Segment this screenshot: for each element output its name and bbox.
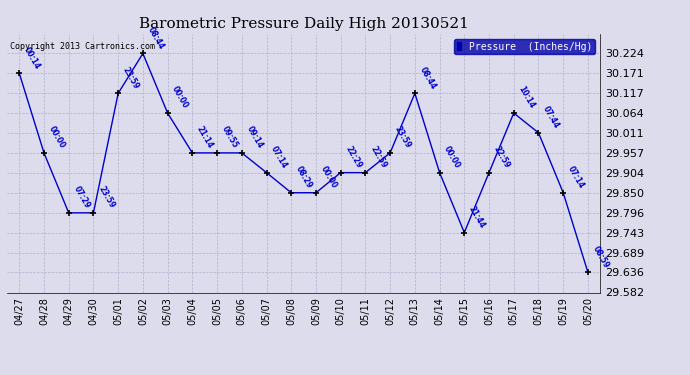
- Text: 07:29: 07:29: [72, 184, 91, 210]
- Text: 23:59: 23:59: [96, 185, 116, 210]
- Text: 09:14: 09:14: [244, 125, 264, 150]
- Text: Copyright 2013 Cartronics.com: Copyright 2013 Cartronics.com: [10, 42, 155, 51]
- Text: 09:55: 09:55: [220, 125, 239, 150]
- Text: 00:00: 00:00: [442, 144, 462, 170]
- Text: 00:14: 00:14: [22, 45, 42, 70]
- Text: 21:14: 21:14: [195, 125, 215, 150]
- Text: 22:59: 22:59: [368, 144, 388, 170]
- Text: 08:29: 08:29: [294, 165, 314, 190]
- Text: 22:29: 22:29: [344, 144, 364, 170]
- Text: 00:00: 00:00: [47, 125, 67, 150]
- Text: 08:59: 08:59: [591, 244, 611, 270]
- Text: 00:00: 00:00: [170, 85, 190, 110]
- Text: 07:14: 07:14: [566, 165, 586, 190]
- Legend: Pressure  (Inches/Hg): Pressure (Inches/Hg): [453, 39, 595, 54]
- Text: 07:14: 07:14: [269, 144, 289, 170]
- Text: 08:44: 08:44: [146, 25, 166, 51]
- Text: 08:44: 08:44: [417, 65, 437, 90]
- Text: 07:44: 07:44: [541, 105, 561, 130]
- Text: 23:59: 23:59: [121, 65, 141, 90]
- Text: 23:59: 23:59: [393, 125, 413, 150]
- Text: 21:44: 21:44: [467, 204, 487, 230]
- Title: Barometric Pressure Daily High 20130521: Barometric Pressure Daily High 20130521: [139, 17, 469, 31]
- Text: 00:00: 00:00: [319, 165, 339, 190]
- Text: 10:14: 10:14: [517, 85, 536, 110]
- Text: 22:59: 22:59: [492, 144, 511, 170]
